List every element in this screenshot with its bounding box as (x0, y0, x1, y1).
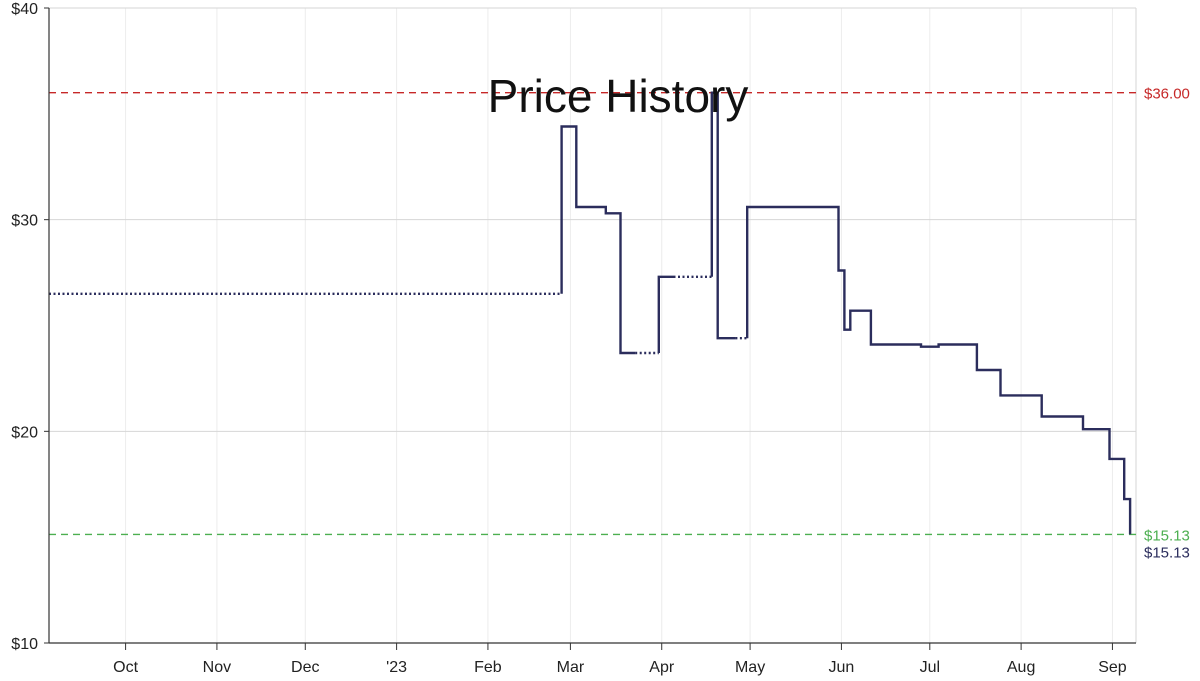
price-line-segment (710, 91, 736, 340)
x-tick-label: Jul (920, 659, 940, 676)
current-price-label: $15.13 (1144, 544, 1190, 561)
x-tick-label: '23 (386, 659, 407, 676)
reference-label: $36.00 (1144, 86, 1190, 103)
x-tick-label: Dec (291, 659, 319, 676)
x-tick-label: Nov (203, 659, 231, 676)
x-tick-label: Oct (113, 659, 138, 676)
y-tick-label: $10 (11, 636, 38, 653)
axes: Oct Nov Dec '23 Feb Mar Apr May Jun Jul Aug Sep $10 $… (11, 1, 1136, 676)
x-tick-label: Apr (649, 659, 675, 676)
price-line-segment (560, 125, 636, 355)
chart-title: Price History (488, 70, 749, 122)
x-tick-label: Mar (557, 659, 585, 676)
price-line-segment (657, 275, 674, 353)
price-line-segment (746, 205, 1132, 535)
x-tick-label: Sep (1098, 659, 1127, 676)
reference-lines: $36.00 $15.13$15.13 (49, 86, 1190, 561)
price-series (49, 91, 1132, 535)
y-tick-label: $30 (11, 213, 38, 230)
y-tick-label: $40 (11, 1, 38, 18)
y-tick-label: $20 (11, 424, 38, 441)
x-tick-label: May (735, 659, 765, 676)
x-tick-label: Feb (474, 659, 502, 676)
x-tick-label: Aug (1007, 659, 1035, 676)
x-tick-label: Jun (829, 659, 855, 676)
reference-label: $15.13 (1144, 527, 1190, 544)
